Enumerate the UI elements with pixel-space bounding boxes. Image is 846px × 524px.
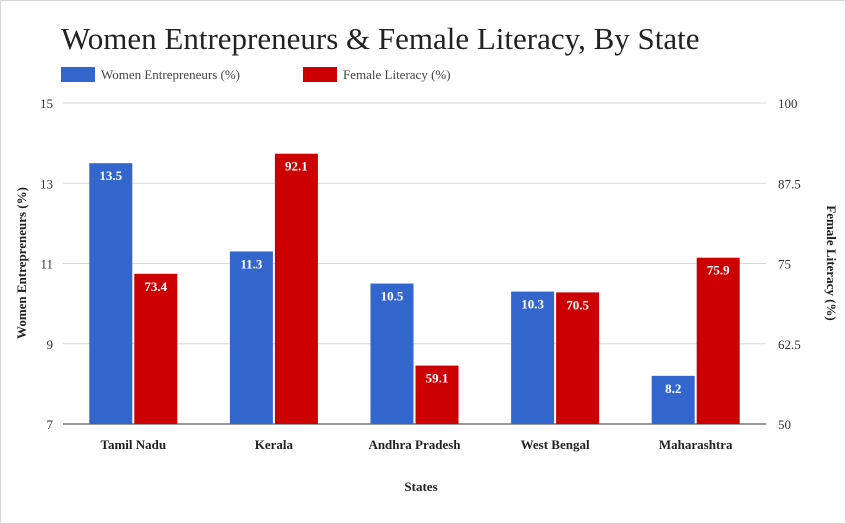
category-label: Andhra Pradesh	[368, 437, 461, 452]
bar-female-literacy	[415, 365, 459, 424]
bar-label-women-entrepreneurs: 13.5	[99, 168, 122, 183]
right-tick-label: 87.5	[778, 176, 801, 191]
right-tick-label: 75	[778, 257, 791, 272]
left-tick-label: 13	[40, 176, 53, 191]
left-axis-ticks: 7 9 11 13 15	[40, 96, 54, 432]
right-tick-label: 62.5	[778, 337, 801, 352]
bar-women-entrepreneurs	[229, 251, 273, 424]
x-axis-title: States	[404, 479, 437, 494]
bar-women-entrepreneurs	[651, 375, 695, 424]
bar-label-female-literacy: 75.9	[707, 263, 730, 278]
bar-female-literacy	[556, 292, 600, 424]
bar-label-female-literacy: 92.1	[285, 159, 308, 174]
legend-swatch-female-literacy	[303, 67, 337, 82]
category-labels: Tamil Nadu Kerala Andhra Pradesh West Benga…	[100, 437, 733, 452]
bar-label-women-entrepreneurs: 10.5	[381, 289, 404, 304]
bar-label-female-literacy: 59.1	[426, 371, 449, 386]
bar-women-entrepreneurs	[89, 163, 133, 424]
y-axis-title-right: Female Literacy (%)	[824, 205, 839, 321]
left-tick-label: 9	[47, 337, 54, 352]
bars	[89, 153, 740, 424]
bar-women-entrepreneurs	[370, 283, 414, 424]
bar-female-literacy	[134, 273, 178, 424]
right-tick-label: 100	[778, 96, 798, 111]
bar-female-literacy	[274, 153, 318, 424]
legend-swatch-women-entrepreneurs	[61, 67, 95, 82]
legend-label-female-literacy: Female Literacy (%)	[343, 67, 451, 82]
y-axis-title-left: Women Entrepreneurs (%)	[14, 187, 29, 339]
bar-value-labels: 13.5 73.4 11.3 92.1 10.5 59.1 10.3 70.5 8.2 75.9	[99, 159, 730, 396]
bar-label-female-literacy: 73.4	[144, 279, 167, 294]
right-axis-ticks: 50 62.5 75 87.5 100	[778, 96, 801, 432]
left-tick-label: 11	[40, 257, 53, 272]
category-label: Tamil Nadu	[100, 437, 166, 452]
bar-female-literacy	[696, 257, 740, 424]
legend-label-women-entrepreneurs: Women Entrepreneurs (%)	[101, 67, 240, 82]
bar-label-women-entrepreneurs: 10.3	[521, 297, 544, 312]
bar-label-female-literacy: 70.5	[566, 297, 589, 312]
left-tick-label: 15	[40, 96, 53, 111]
chart-title: Women Entrepreneurs & Female Literacy, B…	[61, 21, 700, 56]
category-label: West Bengal	[521, 437, 590, 452]
category-label: Maharashtra	[659, 437, 733, 452]
bar-women-entrepreneurs	[511, 291, 555, 424]
category-label: Kerala	[255, 437, 294, 452]
bar-label-women-entrepreneurs: 8.2	[665, 381, 681, 396]
gridlines	[63, 102, 766, 425]
bar-label-women-entrepreneurs: 11.3	[240, 256, 263, 271]
left-tick-label: 7	[47, 417, 54, 432]
right-tick-label: 50	[778, 417, 791, 432]
